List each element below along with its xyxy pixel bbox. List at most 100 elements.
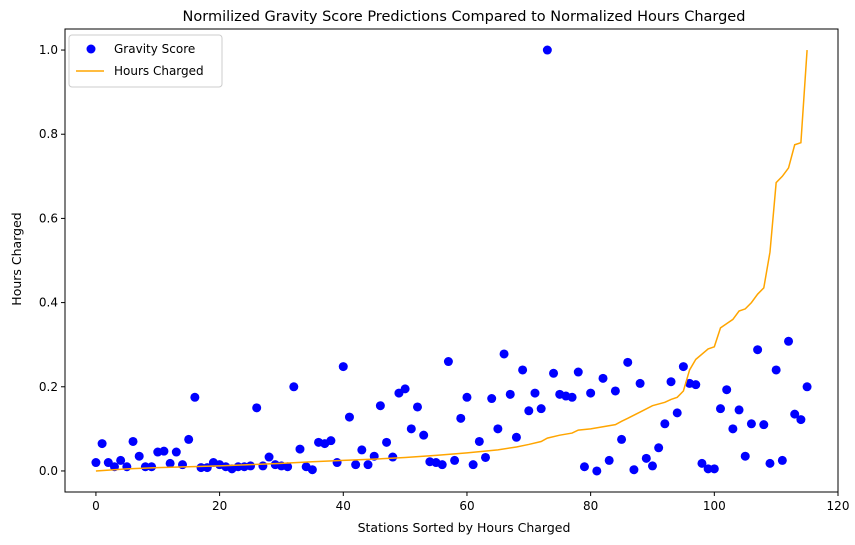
gravity-score-point <box>493 424 503 434</box>
gravity-score-point <box>474 436 484 446</box>
gravity-score-point <box>530 388 540 398</box>
gravity-score-point <box>91 458 101 468</box>
y-tick-label: 0.0 <box>39 464 58 478</box>
gravity-score-point <box>184 434 194 444</box>
gravity-score-point <box>283 462 293 472</box>
gravity-score-point <box>728 424 738 434</box>
gravity-score-point <box>196 463 206 473</box>
gravity-score-point <box>660 419 670 429</box>
gravity-score-point <box>357 445 367 455</box>
gravity-score-point <box>610 386 620 396</box>
gravity-score-point <box>549 368 559 378</box>
y-tick-label: 1.0 <box>39 43 58 57</box>
gravity-score-point <box>641 453 651 463</box>
gravity-score-point <box>326 436 336 446</box>
plot-series <box>91 45 812 476</box>
gravity-score-point <box>709 464 719 474</box>
gravity-score-point <box>400 384 410 394</box>
gravity-score-point <box>586 388 596 398</box>
y-axis: 0.0 0.2 0.4 0.6 0.8 1.0 <box>39 43 65 478</box>
gravity-score-point <box>678 362 688 372</box>
gravity-score-point <box>542 45 552 55</box>
gravity-score-point <box>524 406 534 416</box>
y-tick-label: 0.2 <box>39 380 58 394</box>
x-tick-label: 120 <box>827 499 850 513</box>
gravity-score-point <box>511 432 521 442</box>
chart-title: Normilized Gravity Score Predictions Com… <box>183 9 746 25</box>
y-tick-label: 0.4 <box>39 296 58 310</box>
hours-charged-line <box>95 50 808 472</box>
gravity-score-point <box>134 451 144 461</box>
gravity-score-point <box>481 452 491 462</box>
gravity-score-point <box>246 461 256 471</box>
gravity-score-point <box>765 458 775 468</box>
gravity-score-point <box>629 465 639 475</box>
gravity-score-point <box>456 413 466 423</box>
gravity-score-point <box>338 362 348 372</box>
gravity-score-point <box>505 389 515 399</box>
gravity-score-point <box>617 434 627 444</box>
gravity-score-point <box>567 392 577 402</box>
gravity-score-point <box>579 462 589 472</box>
gravity-score-point <box>784 336 794 346</box>
gravity-score-point <box>159 446 169 456</box>
gravity-score-point <box>178 460 187 470</box>
gravity-score-point <box>406 424 416 434</box>
gravity-score-point <box>740 451 750 461</box>
gravity-score-point <box>443 357 453 367</box>
gravity-score-point <box>790 409 800 419</box>
gravity-score-point <box>573 367 583 377</box>
gravity-score-point <box>344 412 354 422</box>
gravity-score-point <box>462 392 472 402</box>
gravity-score-point <box>499 349 509 359</box>
x-axis-label: Stations Sorted by Hours Charged <box>358 520 571 535</box>
x-axis: 0 20 40 60 80 100 120 <box>92 492 849 513</box>
x-tick-label: 60 <box>459 499 474 513</box>
legend-hours-charged-label: Hours Charged <box>114 64 204 78</box>
gravity-score-point <box>97 439 107 449</box>
gravity-score-point <box>351 460 361 470</box>
gravity-score-point <box>295 444 305 454</box>
x-tick-label: 0 <box>92 499 100 513</box>
gravity-score-point <box>703 464 713 474</box>
gravity-score-point <box>666 377 676 387</box>
gravity-score-point <box>592 466 602 476</box>
gravity-score-point <box>264 452 274 462</box>
gravity-score-point <box>171 447 181 457</box>
legend-gravity-score-label: Gravity Score <box>114 42 195 56</box>
gravity-score-point <box>307 465 317 475</box>
gravity-score-point <box>190 392 200 402</box>
legend-box <box>68 34 223 88</box>
legend-gravity-score-marker <box>86 44 96 54</box>
gravity-score-point <box>647 461 657 471</box>
gravity-score-point <box>635 378 645 388</box>
gravity-score-point <box>140 462 150 472</box>
gravity-score-point <box>771 365 781 375</box>
gravity-score-point <box>363 460 373 470</box>
gravity-score-point <box>147 462 157 472</box>
gravity-score-point <box>536 404 546 414</box>
gravity-score-point <box>289 382 299 392</box>
y-tick-label: 0.6 <box>39 211 58 225</box>
gravity-score-point <box>437 460 447 470</box>
x-tick-label: 80 <box>583 499 598 513</box>
gravity-score-point <box>388 452 398 462</box>
gravity-score-point <box>450 455 460 465</box>
gravity-score-point <box>419 430 429 440</box>
gravity-score-point <box>412 402 422 412</box>
gravity-score-point <box>165 458 175 468</box>
gravity-score-point <box>697 458 707 468</box>
legend: Gravity Score Hours Charged <box>68 34 223 88</box>
gravity-score-point <box>734 405 744 415</box>
gravity-score-point <box>796 415 806 425</box>
gravity-score-point <box>258 461 268 471</box>
gravity-score-point <box>716 404 725 414</box>
gravity-score-point <box>518 365 528 375</box>
gravity-score-point <box>116 455 126 465</box>
gravity-score-point <box>332 458 342 468</box>
gravity-score-point <box>604 455 614 465</box>
gravity-score-point <box>122 462 132 472</box>
gravity-score-point <box>672 408 682 418</box>
gravity-score-point <box>623 357 633 367</box>
